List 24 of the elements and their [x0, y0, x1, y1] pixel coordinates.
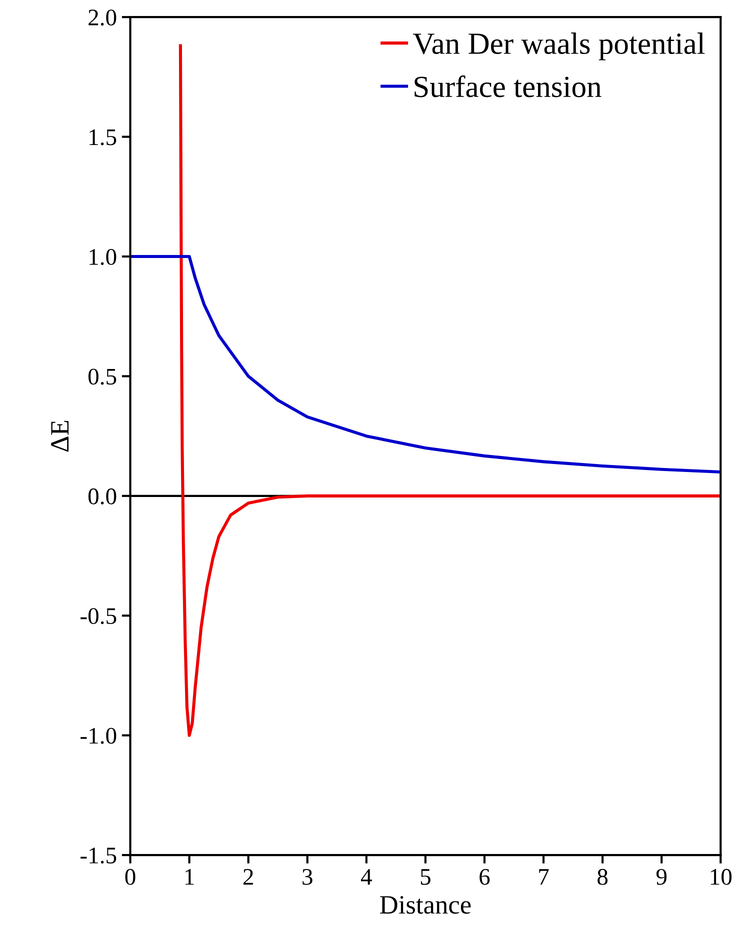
line-series — [130, 254, 721, 474]
x-tick-label: 7 — [539, 869, 549, 885]
legend-label: Van Der waals potential — [412, 32, 705, 60]
y-tick-label: 2.0 — [88, 10, 116, 26]
x-tick-label: 2 — [243, 868, 253, 885]
y-tick-label: 1.5 — [90, 129, 116, 146]
y-tick-label: 0.5 — [88, 368, 116, 385]
x-tick-label: 4 — [360, 869, 372, 885]
legend-label: Surface tension — [414, 75, 602, 98]
x-tick-label: 3 — [302, 868, 312, 885]
y-tick-label: -1.5 — [80, 848, 116, 864]
y-tick-label: 1.0 — [90, 248, 116, 266]
x-tick-label: 0 — [125, 868, 136, 885]
x-axis-title: Distance — [380, 896, 471, 914]
y-tick-label: 0.0 — [88, 488, 116, 504]
x-tick-label: 6 — [480, 868, 490, 885]
y-axis-title: ΔE — [51, 420, 69, 452]
x-tick-label: 10 — [710, 868, 732, 885]
x-tick-label: 5 — [420, 869, 430, 885]
x-tick-label: 8 — [598, 868, 608, 885]
x-tick-label: 1 — [185, 869, 194, 885]
y-tick-label: -0.5 — [80, 608, 116, 624]
x-tick-label: 9 — [656, 868, 667, 885]
y-tick-label: -1.0 — [80, 728, 116, 744]
